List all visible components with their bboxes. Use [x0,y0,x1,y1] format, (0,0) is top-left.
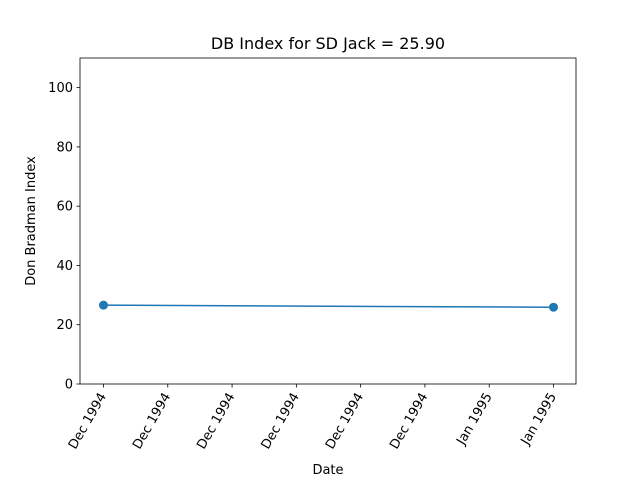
y-axis: 0 20 40 60 80 100 [48,81,80,393]
plot-area-frame [79,57,577,385]
y-tick-label: 0 [65,378,73,393]
y-tick-label: 20 [56,318,73,333]
x-tick-label: Dec 1994 [130,391,174,453]
y-tick-label: 40 [56,259,73,274]
x-tick-label: Jan 1995 [454,391,496,449]
x-tick-label: Dec 1994 [66,391,110,453]
y-tick-label: 80 [56,140,73,155]
series-point [549,302,558,312]
x-tick-label: Jan 1995 [518,391,560,449]
series-point [99,300,108,310]
x-tick-label: Dec 1994 [323,391,367,453]
series-line [103,304,554,308]
chart-title: DB Index for SD Jack = 25.90 [211,34,445,53]
x-tick-label: Dec 1994 [194,391,238,453]
x-axis: Dec 1994 Dec 1994 Dec 1994 Dec 1994 Dec 1994… [66,384,560,452]
series-layer [99,300,558,312]
x-tick-label: Dec 1994 [259,391,303,453]
x-tick-label: Dec 1994 [387,391,431,453]
y-tick-label: 60 [56,200,73,215]
y-tick-label: 100 [48,81,73,96]
x-axis-label: Date [312,463,343,478]
y-axis-label: Don Bradman Index [24,156,39,286]
